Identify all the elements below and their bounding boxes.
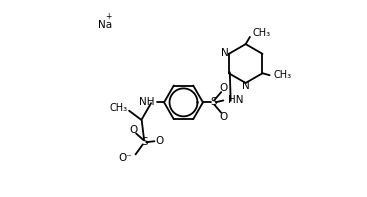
Text: O: O [129, 125, 137, 135]
Text: CH₃: CH₃ [109, 103, 127, 113]
Text: O: O [220, 83, 228, 93]
Text: NH: NH [139, 97, 155, 107]
Text: O⁻: O⁻ [119, 153, 132, 163]
Text: O: O [220, 112, 228, 122]
Text: S: S [210, 97, 217, 107]
Text: S: S [141, 137, 148, 147]
Text: Na: Na [98, 20, 112, 30]
Text: HN: HN [228, 95, 243, 105]
Text: N: N [242, 81, 250, 91]
Text: O: O [155, 136, 164, 146]
Text: N: N [221, 48, 229, 58]
Text: CH₃: CH₃ [253, 28, 271, 38]
Text: CH₃: CH₃ [273, 70, 292, 80]
Text: +: + [105, 12, 112, 21]
